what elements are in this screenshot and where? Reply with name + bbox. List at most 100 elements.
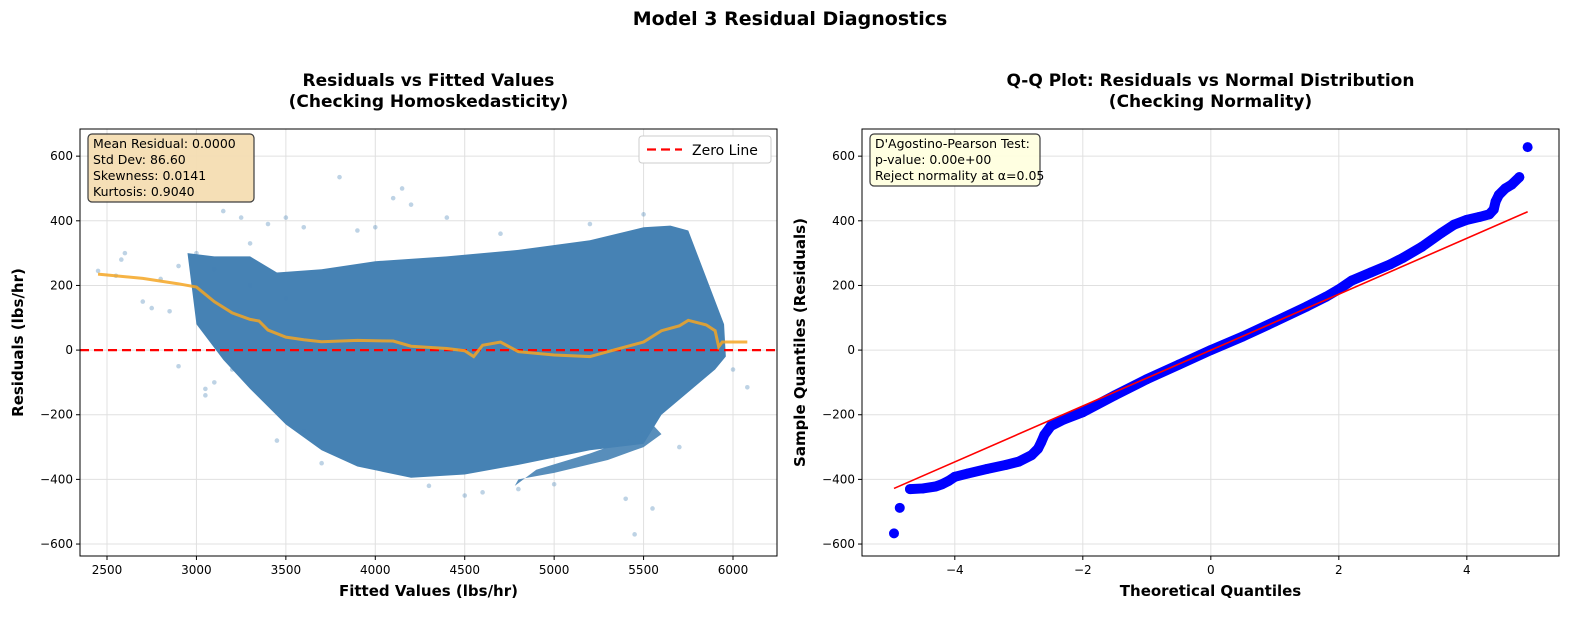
qq-point (894, 502, 905, 513)
residual-point (337, 174, 342, 180)
y-tick-label: 0 (847, 343, 855, 357)
legend-label: Zero Line (692, 143, 758, 159)
x-tick-label: 4 (1463, 563, 1471, 577)
residual-point (480, 490, 485, 495)
chart-title-line: Residuals vs Fitted Values (303, 71, 555, 91)
x-tick-label: 2500 (92, 563, 123, 577)
x-tick-label: −4 (946, 563, 964, 577)
residual-point (623, 496, 628, 502)
residual-point (319, 460, 324, 466)
residual-point (426, 483, 432, 489)
y-tick-label: 400 (832, 214, 855, 228)
x-tick-label: 2 (1335, 563, 1343, 577)
residual-point (283, 296, 289, 301)
y-tick-label: 600 (832, 149, 855, 163)
residual-point (194, 250, 199, 256)
residual-point (212, 266, 217, 272)
residual-point (587, 221, 593, 227)
residual-point (516, 486, 521, 492)
plot-area (80, 174, 777, 537)
stats-box-line: D'Agostino-Pearson Test: (875, 136, 1030, 151)
x-tick-label: 6000 (718, 563, 749, 577)
stats-box-line: Std Dev: 86.60 (93, 152, 186, 167)
x-tick-label: 3500 (271, 563, 302, 577)
x-tick-label: 5500 (628, 563, 659, 577)
y-tick-label: −400 (40, 472, 73, 486)
y-tick-label: −600 (822, 537, 855, 551)
stats-box-line: Skewness: 0.0141 (93, 168, 206, 183)
residual-point (444, 215, 450, 220)
chart-title-line: (Checking Normality) (1109, 92, 1312, 112)
suptitle: Model 3 Residual Diagnostics (633, 8, 948, 30)
x-tick-label: −2 (1074, 563, 1092, 577)
residual-point (119, 257, 124, 262)
legend-frame (638, 135, 772, 164)
y-tick-label: 600 (50, 149, 73, 163)
residual-point (730, 367, 736, 372)
x-axis-label: Fitted Values (lbs/hr) (339, 582, 518, 600)
residual-point (149, 305, 155, 311)
residual-point (408, 202, 414, 207)
y-axis-label: Residuals (lbs/hr) (9, 268, 27, 417)
y-tick-label: −400 (822, 472, 855, 486)
y-tick-label: −200 (822, 408, 855, 422)
residual-point (229, 367, 235, 372)
y-tick-label: 0 (65, 343, 73, 357)
residual-point (650, 506, 655, 511)
stats-box-line: Reject normality at α=0.05 (875, 168, 1044, 183)
dense-residual-cloud (187, 225, 726, 478)
residual-point (274, 438, 280, 443)
residual-point (641, 212, 646, 217)
residual-point (247, 283, 253, 288)
stats-box-line: Kurtosis: 0.9040 (93, 184, 195, 199)
residual-point (220, 208, 226, 214)
y-tick-label: −200 (40, 408, 73, 422)
residual-point (551, 481, 557, 487)
residual-point (203, 386, 208, 392)
residual-point (176, 263, 181, 269)
residual-point (390, 195, 396, 201)
residual-point (176, 363, 181, 369)
residual-point (498, 231, 503, 237)
residual-point (122, 250, 128, 256)
residual-point (167, 309, 172, 314)
residual-point (229, 315, 235, 321)
residual-point (745, 384, 750, 390)
chart-title-line: (Checking Homoskedasticity) (289, 92, 569, 112)
stats-box-frame (869, 133, 1041, 187)
plot-area (889, 142, 1533, 539)
residual-point (301, 428, 307, 434)
y-axis-label: Sample Quantiles (Residuals) (791, 218, 809, 467)
x-tick-label: 4000 (360, 563, 391, 577)
qq-point (889, 528, 900, 539)
lower-residual-branch (514, 424, 662, 486)
x-tick-label: 0 (1207, 563, 1215, 577)
y-tick-label: −600 (40, 537, 73, 551)
axes-frame (79, 128, 778, 557)
residual-point (203, 393, 208, 398)
residual-point (632, 532, 637, 537)
x-axis-label: Theoretical Quantiles (1120, 582, 1302, 600)
x-tick-label: 5000 (539, 563, 570, 577)
residual-point (95, 268, 101, 274)
normality-test-box: D'Agostino-Pearson Test:p-value: 0.00e+0… (869, 133, 1044, 187)
residual-point (212, 380, 217, 385)
qq-point (1522, 142, 1533, 153)
residual-point (462, 493, 468, 498)
residual-point (247, 241, 253, 246)
residual-point (238, 215, 244, 220)
residual-point (399, 186, 405, 191)
residual-point (355, 228, 360, 233)
residual-point (283, 215, 289, 220)
residual-point (712, 360, 718, 366)
stats-box-line: p-value: 0.00e+00 (875, 152, 991, 167)
residual-point (265, 221, 271, 227)
legend: Zero Line (638, 135, 772, 164)
x-tick-label: 3000 (181, 563, 212, 577)
y-tick-label: 200 (50, 278, 73, 292)
stats-box-line: Mean Residual: 0.0000 (93, 136, 236, 151)
residual-point (677, 444, 682, 450)
